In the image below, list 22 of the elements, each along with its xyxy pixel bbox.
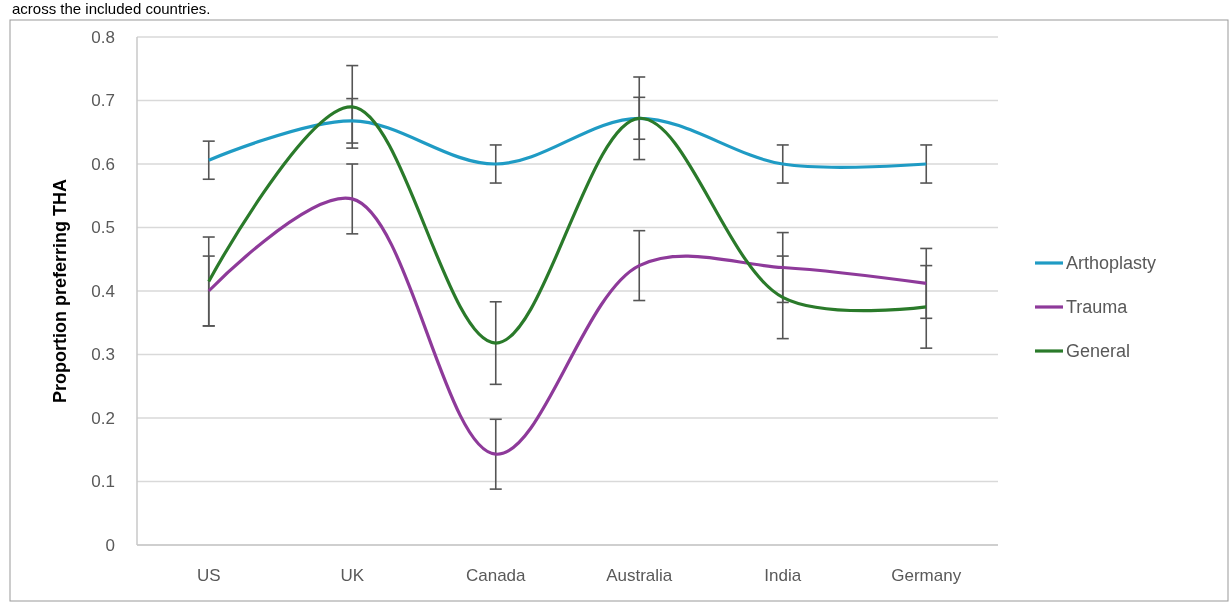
line-series	[207, 197, 928, 456]
y-tick-label: 0.6	[91, 154, 115, 174]
legend-label: General	[1066, 341, 1131, 362]
y-tick-label: 0.3	[91, 345, 115, 365]
x-tick-label: Canada	[465, 566, 527, 585]
x-tick-label: Germany	[891, 566, 962, 585]
line-series	[207, 105, 928, 345]
x-tick-label: UK	[340, 566, 365, 585]
y-tick-label: 0.7	[91, 91, 115, 111]
y-tick-label: 0.5	[91, 218, 115, 238]
y-tick-label: 0.2	[91, 408, 115, 428]
text: across the included countries.	[12, 0, 211, 17]
y-tick-label: 0.8	[91, 27, 115, 47]
legend-label: Arthoplasty	[1066, 253, 1157, 274]
x-tick-label: US	[196, 566, 221, 585]
y-tick-label: 0	[105, 535, 115, 555]
y-tick-label: 0.4	[91, 281, 115, 301]
y-axis-title: Proportion preferring THA	[50, 179, 70, 403]
y-tick-label: 0.1	[91, 472, 115, 492]
legend-label: Trauma	[1066, 297, 1129, 318]
x-tick-label: India	[764, 566, 802, 585]
x-tick-label: Australia	[606, 566, 673, 585]
